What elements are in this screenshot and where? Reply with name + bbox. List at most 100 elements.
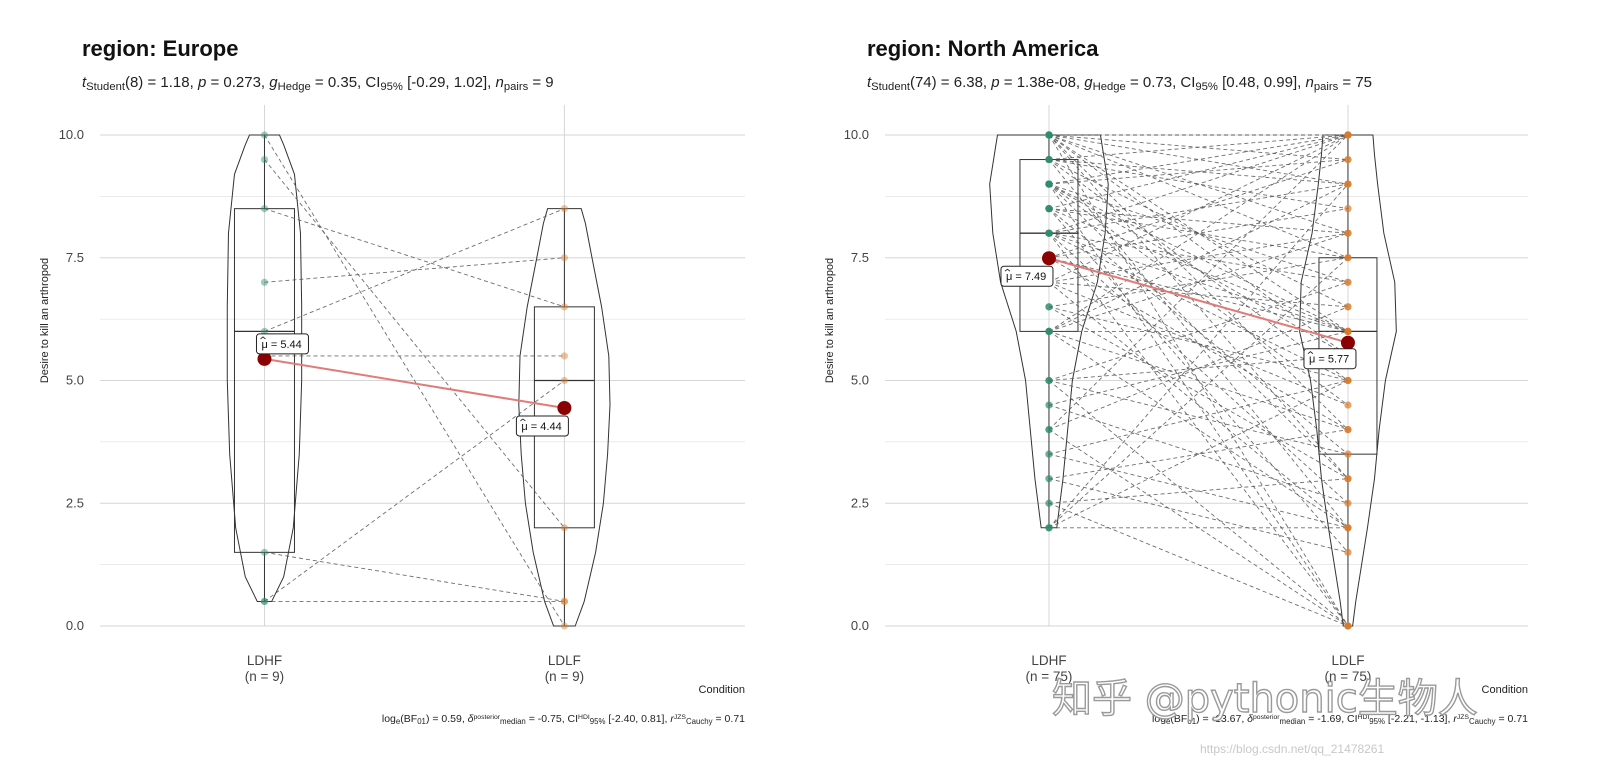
point-ldlf [1344, 450, 1352, 458]
point-ldlf [1344, 622, 1352, 630]
point-ldhf [1045, 180, 1053, 188]
point-ldlf [1344, 475, 1352, 483]
point-ldlf [1344, 131, 1352, 139]
mean-label-box [255, 333, 309, 355]
point-ldhf [1045, 155, 1053, 164]
point-ldlf [1344, 622, 1352, 630]
grid-lines [885, 105, 1528, 627]
pair-line [1048, 380, 1349, 455]
point-ldlf [1344, 327, 1352, 335]
pair-line [264, 551, 565, 602]
point-ldhf [1045, 376, 1053, 385]
mean-label-text: μ = 5.77 [1309, 354, 1349, 366]
point-ldhf [1045, 131, 1053, 139]
violin-ldlf [518, 208, 611, 627]
point-ldhf [260, 327, 269, 335]
point-ldhf [1045, 155, 1053, 164]
pair-line [264, 208, 565, 332]
point-ldhf [1045, 426, 1053, 434]
point-ldhf [1045, 155, 1053, 164]
mean-connector [264, 357, 565, 409]
point-ldhf [1045, 524, 1053, 532]
y-axis-label: Desire to kill an arthropod [824, 258, 836, 383]
pair-line [1048, 380, 1349, 627]
point-ldhf [1045, 229, 1053, 237]
pair-line [1048, 134, 1349, 210]
pair-line [1048, 478, 1348, 504]
pair-line [1048, 478, 1349, 553]
point-ldlf [1344, 180, 1352, 188]
y-axis-label: Desire to kill an arthropod [39, 258, 51, 383]
point-ldhf [1045, 327, 1053, 335]
point-ldhf [1045, 131, 1053, 139]
chart-caption: loge(BF01) = 0.59, δposteriormedian = -0… [382, 713, 745, 726]
y-tick-label: 5.0 [66, 373, 84, 388]
point-ldlf [1344, 426, 1352, 434]
chart-caption: loge(BF01) = -13.67, δposteriormedian = … [1152, 713, 1528, 726]
x-category-label: LDHF [247, 653, 282, 668]
point-ldhf [1045, 180, 1053, 188]
point-ldlf [1344, 180, 1352, 188]
point-ldlf [560, 205, 569, 213]
point-ldlf [1344, 376, 1352, 385]
pair-line [1048, 281, 1348, 308]
pair-line [1048, 453, 1349, 529]
pair-line [1048, 257, 1349, 332]
hat-mark [520, 418, 526, 422]
chart-title: region: Europe [82, 36, 238, 61]
point-ldhf [1045, 205, 1053, 213]
point-ldhf [1045, 327, 1053, 335]
panel-europe: region: Europe tStudent(8) = 1.18, p = 0.… [39, 36, 745, 726]
point-ldlf [1344, 524, 1352, 532]
pair-line [264, 380, 565, 602]
mean-point-ldlf [1340, 335, 1355, 350]
x-category-label: LDLF [548, 653, 581, 668]
hat-mark [260, 336, 266, 340]
mean-point-ldlf [557, 400, 572, 415]
point-ldlf [1344, 131, 1352, 139]
point-ldlf [1344, 180, 1352, 188]
point-ldlf [1344, 376, 1352, 385]
mean-label-ldlf: μ = 5.77 [1303, 348, 1357, 370]
point-ldlf [1344, 254, 1352, 262]
point-ldhf [1045, 376, 1053, 385]
point-ldhf [1045, 303, 1053, 311]
point-ldhf [1045, 229, 1053, 237]
point-ldlf [560, 303, 569, 311]
violin-ldhf [226, 134, 303, 602]
mean-label-ldlf: μ = 4.44 [515, 415, 569, 437]
point-ldlf [1344, 254, 1352, 262]
watermark-text: 知乎 @pythonic生物人 [1052, 676, 1478, 722]
point-ldhf [1045, 180, 1053, 188]
mean-point-ldhf [1041, 251, 1056, 266]
point-ldlf [1344, 524, 1352, 532]
point-ldlf [1344, 376, 1352, 385]
point-ldlf [1344, 499, 1352, 507]
point-ldlf [1344, 376, 1352, 385]
pair-line [1048, 134, 1349, 332]
pair-line [1048, 208, 1349, 259]
point-ldhf [1045, 524, 1053, 532]
pair-line [1048, 134, 1349, 185]
point-ldlf [1344, 327, 1352, 335]
point-ldhf [1045, 376, 1053, 385]
point-ldlf [1344, 229, 1352, 237]
point-ldlf [1344, 327, 1352, 335]
point-ldhf [1045, 180, 1053, 188]
point-ldhf [1045, 155, 1053, 164]
point-ldhf [1045, 450, 1053, 458]
pair-line [1048, 134, 1349, 234]
pair-line [1048, 134, 1348, 160]
point-ldlf [1344, 155, 1352, 164]
point-ldhf [1045, 205, 1053, 213]
pair-line [1048, 183, 1349, 529]
pair-line [1048, 134, 1349, 259]
watermark: 知乎 @pythonic生物人 https://blog.csdn.net/qq… [1051, 675, 1478, 756]
point-ldhf [1045, 524, 1053, 532]
point-ldlf [1344, 524, 1352, 532]
point-ldlf [1344, 180, 1352, 188]
point-ldhf [1045, 205, 1053, 213]
point-ldlf [1344, 327, 1352, 335]
pair-line [1048, 183, 1349, 627]
pair-line [1048, 404, 1349, 504]
